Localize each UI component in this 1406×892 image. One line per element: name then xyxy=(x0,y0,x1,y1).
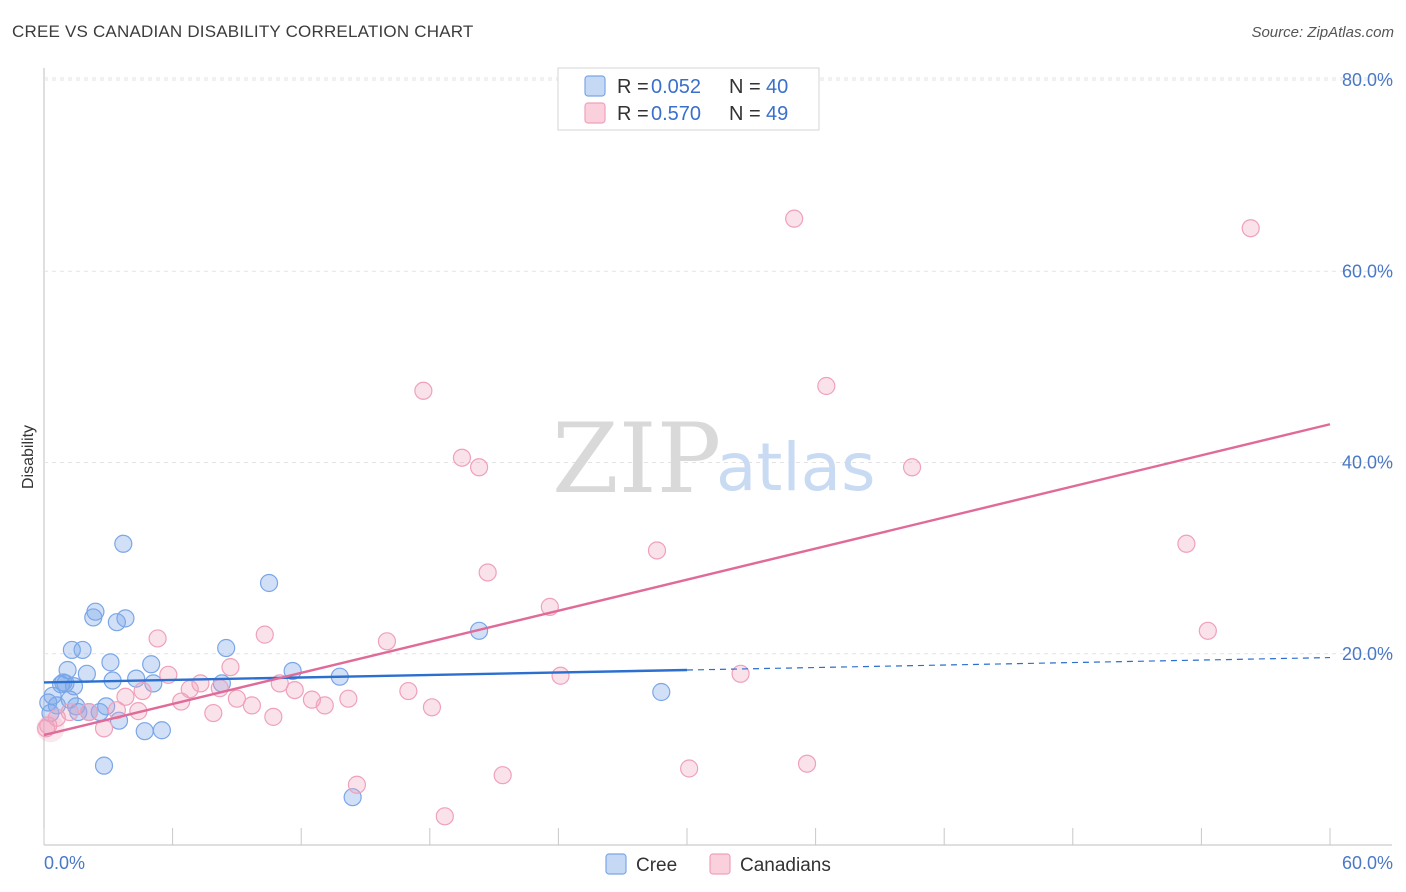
canadians-point-cluster xyxy=(36,714,65,743)
watermark-zip: ZIP xyxy=(552,403,721,515)
canadians-point xyxy=(264,707,283,726)
legend-n-label: N = xyxy=(729,103,761,125)
y-tick-label: 40.0% xyxy=(1342,453,1393,473)
canadians-point xyxy=(242,696,262,715)
legend-swatch-canadians xyxy=(584,102,606,124)
series-legend: Cree Canadians xyxy=(605,853,831,876)
legend-swatch-cree xyxy=(584,75,606,97)
cree-point xyxy=(77,664,96,683)
canadians-point xyxy=(315,696,334,715)
cree-point xyxy=(152,721,171,740)
legend-n-canadians: 49 xyxy=(766,103,788,125)
canadians-point xyxy=(60,702,79,722)
legend-swatch-canadians-bottom xyxy=(709,853,731,875)
cree-point xyxy=(114,534,133,553)
watermark-atlas: atlas xyxy=(716,429,876,506)
canadians-point xyxy=(204,703,223,723)
canadians-point xyxy=(1177,534,1196,553)
cree-point xyxy=(101,653,120,672)
cree-point xyxy=(94,756,114,775)
x-ticks xyxy=(43,828,1331,845)
canadians-point xyxy=(414,381,433,400)
canadians-point xyxy=(452,448,472,467)
canadians-point xyxy=(148,629,167,648)
cree-point xyxy=(56,674,75,693)
canadians-point xyxy=(817,376,836,396)
canadians-point xyxy=(551,666,570,685)
y-tick-label: 80.0% xyxy=(1342,70,1393,90)
y-tick-labels: 20.0% 40.0% 60.0% 80.0% xyxy=(1342,70,1393,664)
cree-trend-line xyxy=(43,668,688,684)
canadians-point xyxy=(422,698,442,717)
legend-r-label: R = xyxy=(617,103,649,125)
canadians-point xyxy=(1198,621,1217,640)
cree-point xyxy=(97,697,116,716)
canadians-point xyxy=(1241,219,1260,238)
canadians-trend-line xyxy=(43,423,1331,737)
source-label: Source: ZipAtlas.com xyxy=(1251,24,1394,41)
cree-point xyxy=(62,640,81,660)
cree-point xyxy=(135,722,154,741)
canadians-point xyxy=(680,759,699,778)
cree-trend-line-extension xyxy=(686,656,1331,671)
canadians-point xyxy=(469,458,489,477)
canadians-point xyxy=(339,689,358,708)
canadians-point xyxy=(478,563,497,582)
gridlines xyxy=(44,77,1392,655)
canadians-point xyxy=(221,658,240,677)
canadians-point xyxy=(107,701,126,720)
cree-point xyxy=(86,602,105,621)
y-tick-label: 60.0% xyxy=(1342,261,1393,281)
canadians-point xyxy=(347,775,367,794)
canadians-point xyxy=(731,664,750,683)
legend-swatch-cree-bottom xyxy=(605,853,627,875)
legend-n-cree: 40 xyxy=(766,76,788,98)
canadians-point xyxy=(493,766,512,785)
legend-label-canadians: Canadians xyxy=(740,855,831,876)
trend-lines xyxy=(43,423,1331,737)
canadians-point xyxy=(79,702,99,722)
x-tick-label-min: 0.0% xyxy=(44,853,85,873)
canadians-point xyxy=(377,632,397,651)
canadians-point xyxy=(435,807,454,826)
cree-point xyxy=(73,640,92,660)
canadians-point xyxy=(399,681,418,701)
cree-point xyxy=(116,609,135,628)
y-tick-label: 20.0% xyxy=(1342,644,1393,664)
cree-point xyxy=(259,573,279,593)
canadians-point xyxy=(902,458,922,477)
x-tick-label-max: 60.0% xyxy=(1342,853,1393,873)
legend-r-canadians: 0.570 xyxy=(651,103,701,125)
legend-n-label: N = xyxy=(729,76,761,98)
correlation-legend: R = 0.052 N = 40 R = 0.570 N = 49 xyxy=(557,67,820,131)
canadians-point xyxy=(785,209,804,228)
legend-label-cree: Cree xyxy=(636,855,677,876)
canadians-point xyxy=(227,689,246,708)
canadians-point xyxy=(116,687,135,706)
cree-point xyxy=(58,660,77,680)
chart-title: CREE VS CANADIAN DISABILITY CORRELATION … xyxy=(12,22,474,41)
data-points xyxy=(36,209,1260,826)
cree-point xyxy=(107,613,126,632)
canadians-point xyxy=(255,625,274,644)
canadians-point xyxy=(191,674,210,693)
legend-r-label: R = xyxy=(617,76,649,98)
canadians-point xyxy=(797,754,817,773)
cree-point xyxy=(652,682,671,702)
canadians-point xyxy=(647,541,667,560)
cree-point xyxy=(142,655,161,674)
cree-point xyxy=(217,638,236,658)
canadians-point xyxy=(285,680,304,700)
legend-r-cree: 0.052 xyxy=(651,76,701,98)
y-axis-title: Disability xyxy=(20,425,37,489)
canadians-point xyxy=(133,681,152,701)
cree-point xyxy=(39,693,58,712)
